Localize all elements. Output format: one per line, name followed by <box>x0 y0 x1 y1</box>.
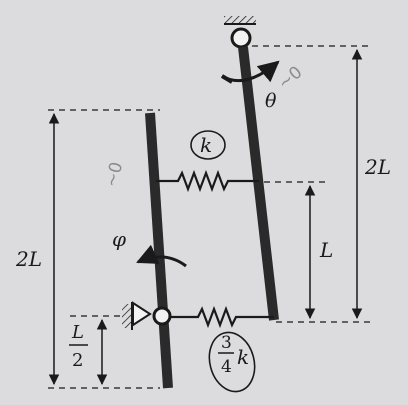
top-pivot <box>230 27 252 49</box>
spring-k-label: k <box>200 133 212 157</box>
dim-2L-right-label: 2L <box>364 155 391 179</box>
bottom-pivot <box>152 306 172 326</box>
spring-3-4k-k: k <box>237 345 249 369</box>
top-support <box>224 16 256 25</box>
dashed-reference-lines <box>48 45 372 389</box>
left-bar <box>145 112 173 389</box>
theta-note: ~0 <box>274 62 306 93</box>
left-wall-support <box>122 301 152 330</box>
spring-3-4k-denominator: 4 <box>221 357 232 377</box>
dim-half-denominator: 2 <box>72 350 83 371</box>
phi-rotation-arrow <box>136 244 187 268</box>
bottom-spring <box>170 305 274 329</box>
dim-L-right-label: L <box>319 238 333 262</box>
spring-k-ring <box>190 130 226 160</box>
phi-note: ~0 <box>102 160 128 189</box>
spring-3-4k-numerator: 3 <box>221 333 232 353</box>
dim-2L-left-label: 2L <box>15 247 42 271</box>
top-spring <box>156 169 259 193</box>
phi-label: φ <box>112 227 126 251</box>
theta-label: θ <box>265 90 277 112</box>
spring-3-4k-ring <box>208 331 256 393</box>
dim-half-numerator: L <box>71 322 84 343</box>
theta-arrow-tail <box>220 74 234 84</box>
right-bar <box>238 46 279 321</box>
